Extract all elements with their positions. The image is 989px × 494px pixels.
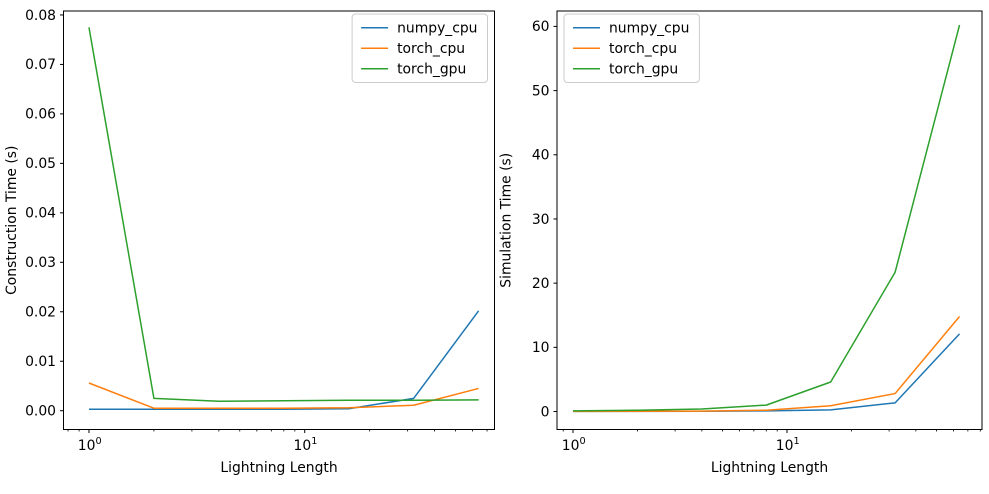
y-axis-label: Construction Time (s)	[4, 146, 20, 295]
series-line-numpy_cpu	[572, 333, 961, 413]
y-tick-label: 60	[532, 19, 550, 35]
series-line-numpy_cpu	[88, 310, 480, 410]
series-line-torch_cpu	[88, 382, 479, 409]
legend: numpy_cpu torch_cpu torch_gpu	[351, 13, 488, 83]
y-tick-label: 0.05	[25, 156, 56, 172]
y-tick-label: 50	[532, 83, 550, 99]
y-tick-label: 0.08	[25, 8, 56, 24]
x-tick-label: 101	[294, 436, 318, 454]
y-tick-label: 0.07	[25, 57, 56, 73]
legend: numpy_cpu torch_cpu torch_gpu	[563, 13, 700, 83]
legend-label: numpy_cpu	[397, 21, 477, 37]
y-tick-label: 0.00	[25, 404, 56, 420]
axes-spines	[63, 10, 495, 430]
y-tick-label: 0	[541, 404, 550, 420]
y-tick-label: 0.06	[25, 107, 56, 123]
legend-label: torch_gpu	[397, 62, 466, 78]
y-tick-label: 0.03	[25, 255, 56, 271]
legend-label: torch_gpu	[609, 62, 678, 78]
x-tick-label: 100	[78, 436, 102, 454]
y-tick-label: 0.02	[25, 305, 56, 321]
axes-spines	[556, 10, 983, 430]
legend-label: torch_cpu	[609, 41, 677, 57]
y-tick-label: 0.04	[25, 206, 56, 222]
x-axis-label: Lightning Length	[711, 460, 828, 476]
y-tick-label: 10	[532, 340, 550, 356]
legend-box	[351, 13, 488, 83]
legend-box	[563, 13, 700, 83]
subplot-construction-time: 0.00 0.01 0.02 0.03 0.04 0.05 0.06 0.07 0.08 100 1…	[4, 8, 495, 476]
y-tick-label: 40	[532, 148, 550, 164]
series-line-torch_gpu	[88, 27, 479, 403]
y-tick-label: 0.01	[25, 354, 56, 370]
x-axis-label: Lightning Length	[220, 460, 337, 476]
series-line-torch_cpu	[572, 316, 961, 413]
y-tick-label: 20	[532, 276, 550, 292]
subplot-simulation-time: 0 10 20 30 40 50 60 100 101 Lightning Length Simul…	[499, 10, 983, 476]
y-axis-label: Simulation Time (s)	[499, 153, 515, 288]
legend-label: torch_cpu	[397, 41, 465, 57]
x-tick-label: 101	[776, 436, 800, 454]
legend-label: numpy_cpu	[609, 21, 689, 37]
y-tick-label: 30	[532, 212, 550, 228]
series-line-torch_gpu	[572, 24, 961, 412]
x-tick-label: 100	[562, 436, 586, 454]
